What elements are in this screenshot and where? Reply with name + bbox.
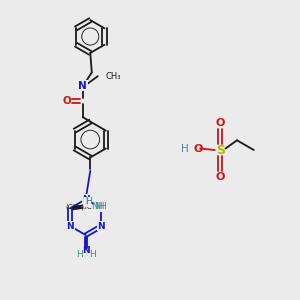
Text: H: H xyxy=(85,197,92,206)
Text: (CH₃)₂C: (CH₃)₂C xyxy=(65,203,92,210)
Text: H: H xyxy=(85,197,92,206)
Text: H: H xyxy=(76,250,83,259)
Text: O: O xyxy=(215,118,225,128)
Text: N: N xyxy=(98,222,105,231)
Text: CH₃: CH₃ xyxy=(105,72,121,81)
Text: O: O xyxy=(215,172,225,182)
Text: H: H xyxy=(89,250,96,259)
Text: NH: NH xyxy=(92,202,105,211)
Text: N: N xyxy=(78,81,87,91)
Text: H: H xyxy=(181,143,189,154)
Text: N: N xyxy=(82,195,90,204)
Text: NH: NH xyxy=(94,202,107,211)
Text: O: O xyxy=(193,143,203,154)
Text: O: O xyxy=(62,96,71,106)
Text: N: N xyxy=(82,245,90,254)
Text: N: N xyxy=(67,222,74,231)
Text: S: S xyxy=(216,143,225,157)
